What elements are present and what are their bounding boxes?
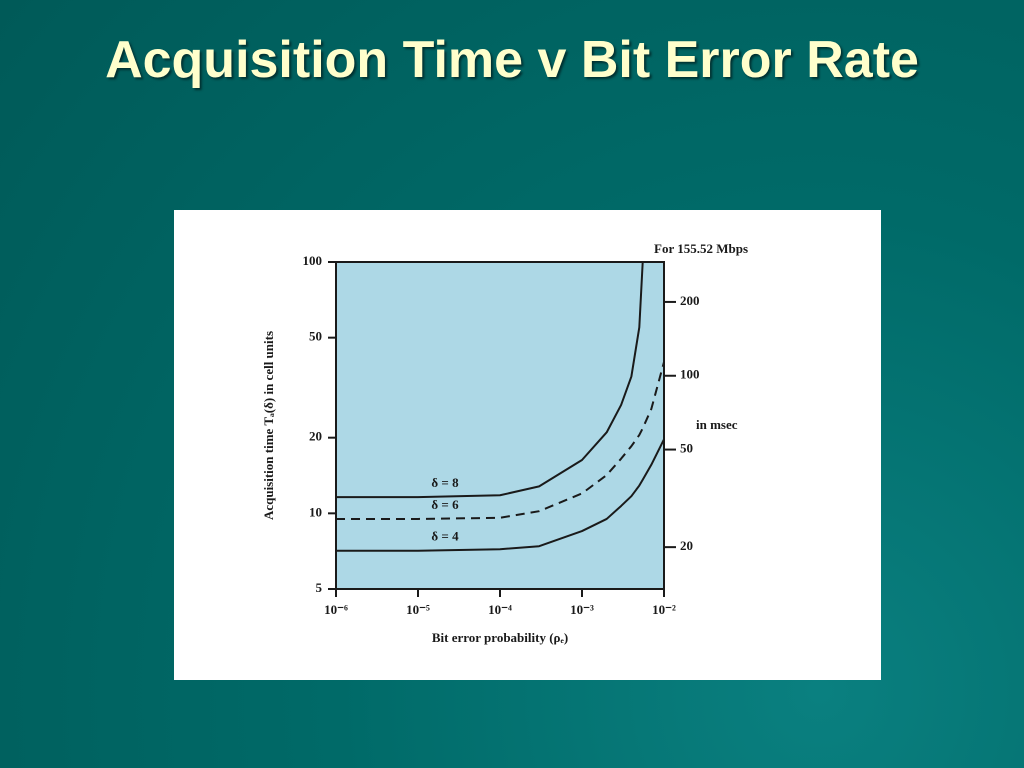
y-tick-label: 20 [309,429,322,444]
y-axis-label: Acquisition time Tₐ(δ) in cell units [261,331,276,520]
series-line [336,261,644,499]
series-label: δ = 6 [431,497,459,512]
x-tick-label: 10⁻⁵ [406,602,430,617]
y-tick-label: 5 [316,580,323,595]
series-line [336,361,665,520]
x-tick-label: 10⁻⁶ [324,602,348,617]
x-tick-label: 10⁻² [652,602,676,617]
y2-tick-label: 50 [680,441,693,456]
series-label: δ = 8 [431,475,459,490]
y2-tick-label: 100 [680,367,700,382]
annotation: For 155.52 Mbps [654,241,748,256]
y2-axis-label: in msec [696,417,738,432]
x-tick-label: 10⁻³ [570,602,594,617]
y2-tick-label: 200 [680,293,700,308]
x-axis-label: Bit error probability (ρₑ) [432,630,568,645]
y-tick-label: 50 [309,329,322,344]
slide-title: Acquisition Time v Bit Error Rate [105,31,919,89]
y2-tick-label: 20 [680,538,693,553]
y-tick-label: 10 [309,504,322,519]
x-tick-label: 10⁻⁴ [488,602,512,617]
series-label: δ = 4 [431,529,459,544]
y-tick-label: 100 [303,253,323,268]
series-line [336,438,665,552]
plot-area [335,261,665,590]
